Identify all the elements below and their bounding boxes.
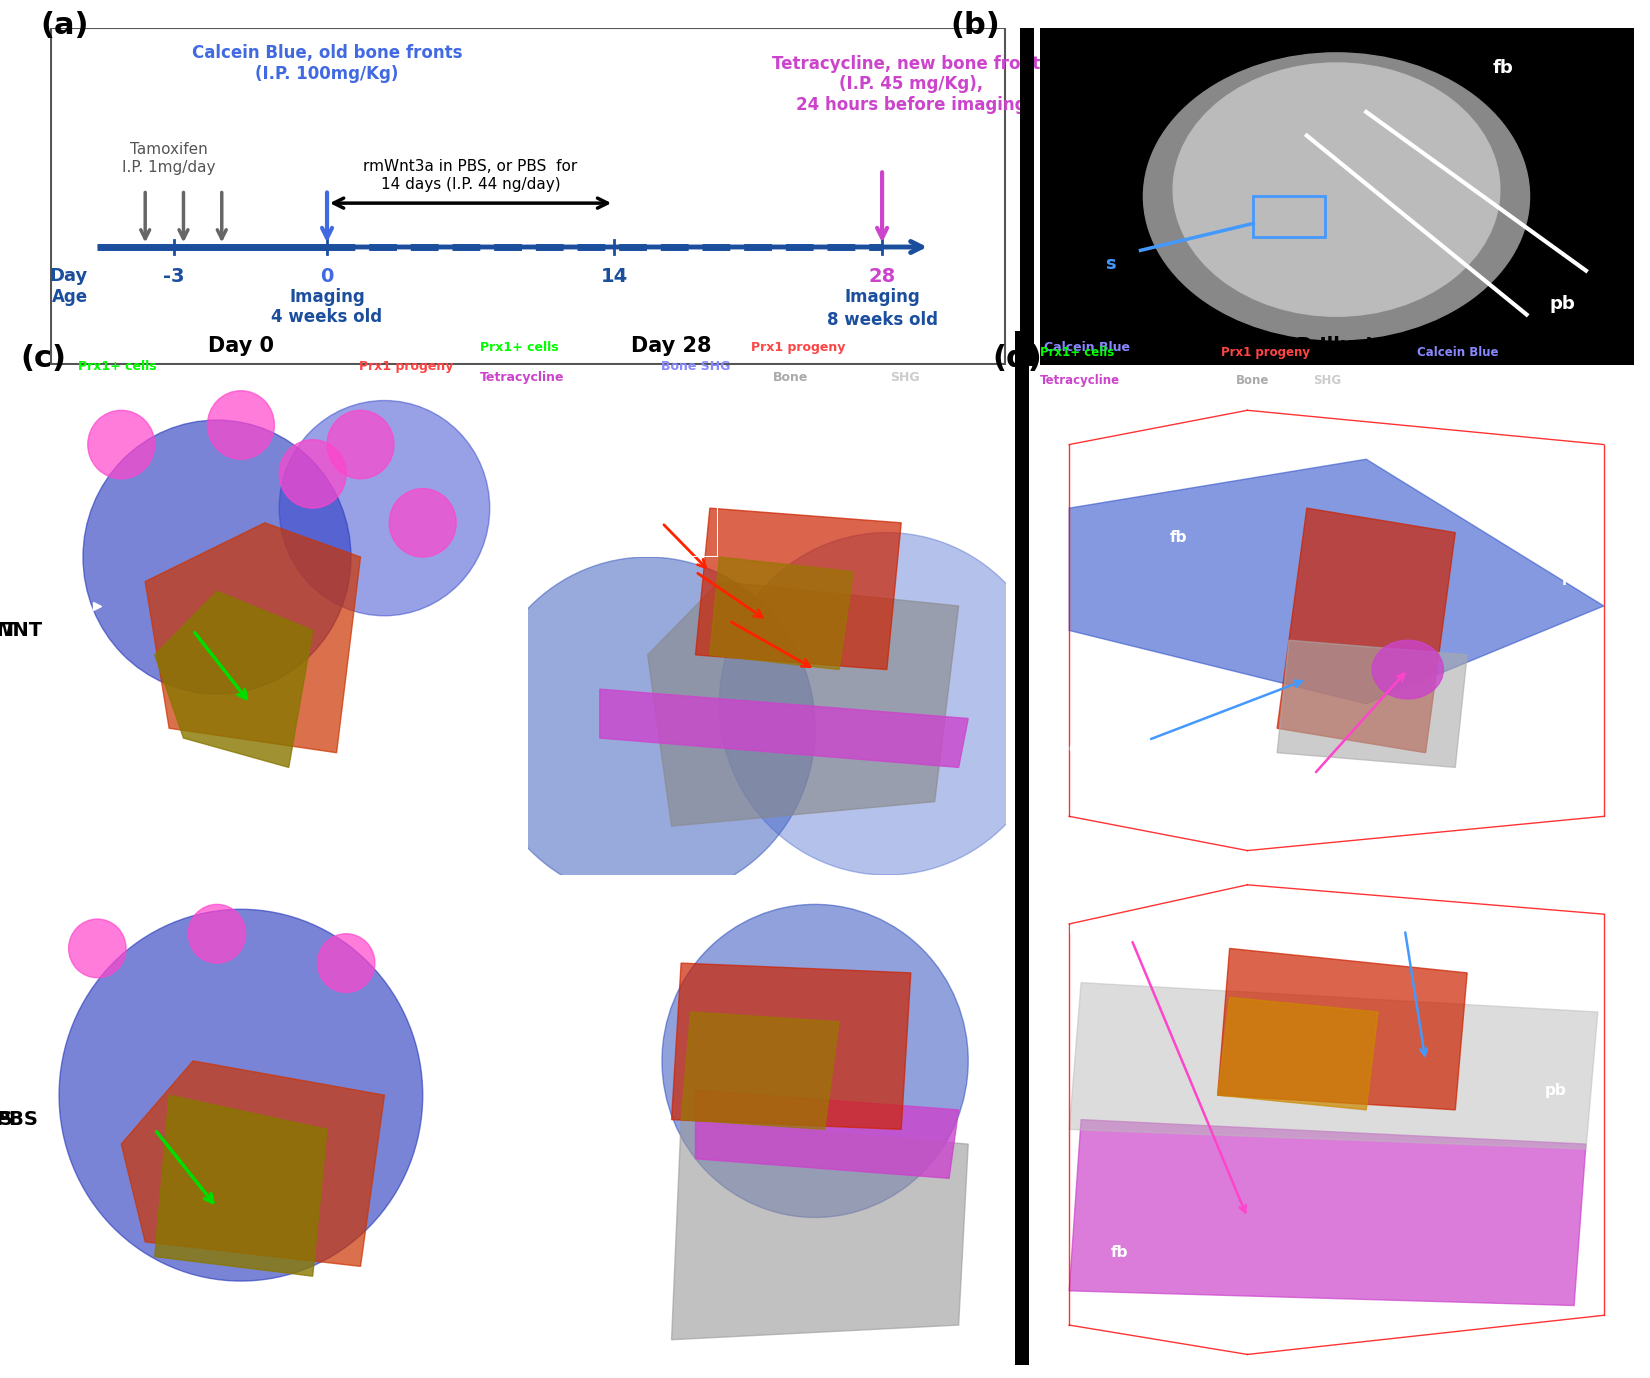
Polygon shape: [695, 508, 901, 670]
Text: fb: fb: [78, 462, 96, 477]
Circle shape: [279, 401, 490, 616]
Text: Day 28: Day 28: [632, 336, 711, 357]
Polygon shape: [672, 963, 911, 1130]
Text: PBS: PBS: [0, 1111, 38, 1129]
Text: Day 0: Day 0: [208, 336, 274, 357]
Polygon shape: [1277, 508, 1455, 752]
Text: fb: fb: [1493, 59, 1513, 77]
Circle shape: [317, 934, 375, 992]
Text: s: s: [1106, 255, 1115, 273]
Ellipse shape: [1173, 63, 1500, 316]
Text: fb: fb: [1110, 1244, 1129, 1259]
Circle shape: [480, 557, 815, 900]
Text: Day: Day: [50, 267, 87, 285]
Text: PBS: PBS: [0, 1111, 13, 1129]
Text: (b): (b): [950, 11, 1000, 40]
Text: 0: 0: [320, 267, 333, 287]
Polygon shape: [155, 1096, 327, 1276]
Text: New Bone fronts: New Bone fronts: [1069, 923, 1246, 1213]
Text: (c): (c): [21, 343, 66, 373]
Polygon shape: [1069, 983, 1597, 1149]
FancyBboxPatch shape: [51, 28, 1005, 365]
Text: 28: 28: [868, 267, 896, 287]
Text: D28 3D Illustration: D28 3D Illustration: [1233, 336, 1440, 356]
Circle shape: [82, 420, 351, 695]
Text: Old Bone fronts: Old Bone fronts: [1348, 914, 1459, 1056]
Text: Calcein Blue, old bone fronts
(I.P. 100mg/Kg): Calcein Blue, old bone fronts (I.P. 100m…: [191, 44, 462, 83]
Bar: [1254, 196, 1325, 237]
Polygon shape: [647, 582, 959, 825]
Circle shape: [87, 411, 155, 478]
Text: Prx1 progeny: Prx1 progeny: [751, 340, 845, 354]
Text: pb: pb: [1563, 569, 1584, 584]
Polygon shape: [599, 689, 969, 768]
Text: Bone SHG: Bone SHG: [662, 360, 731, 373]
Circle shape: [69, 919, 125, 978]
Circle shape: [279, 440, 346, 508]
Polygon shape: [1218, 948, 1467, 1109]
Circle shape: [389, 489, 455, 557]
Text: 8 weeks old: 8 weeks old: [827, 311, 937, 329]
Text: 14: 14: [601, 267, 627, 287]
Text: WNT: WNT: [0, 621, 41, 639]
Text: Tetracycline, new bone fronts
(I.P. 45 mg/Kg),
24 hours before imaging: Tetracycline, new bone fronts (I.P. 45 m…: [772, 55, 1049, 114]
Polygon shape: [155, 591, 312, 768]
Text: 25 μ: 25 μ: [544, 313, 569, 322]
Text: Prx1+ cells: Prx1+ cells: [480, 340, 559, 354]
Circle shape: [59, 909, 422, 1282]
Text: (d): (d): [992, 343, 1041, 373]
Text: Age: Age: [51, 288, 87, 306]
Text: Tamoxifen
I.P. 1mg/day: Tamoxifen I.P. 1mg/day: [122, 142, 216, 175]
Text: SHG: SHG: [889, 371, 919, 384]
Text: (a): (a): [40, 11, 89, 40]
Text: Tetracycline: Tetracycline: [480, 371, 564, 384]
Text: SHG: SHG: [1313, 373, 1341, 387]
Circle shape: [662, 904, 969, 1218]
Text: Prx1+ cells: Prx1+ cells: [1040, 346, 1114, 360]
Polygon shape: [1218, 998, 1378, 1109]
Ellipse shape: [1143, 52, 1530, 340]
Text: Calcein Blue: Calcein Blue: [1417, 346, 1498, 360]
Polygon shape: [681, 1011, 838, 1130]
Text: Prx1 progeny: Prx1 progeny: [1221, 346, 1310, 360]
Polygon shape: [710, 557, 853, 670]
Text: Imaging
4 weeks old: Imaging 4 weeks old: [272, 288, 383, 327]
Circle shape: [188, 904, 246, 963]
Polygon shape: [120, 1061, 384, 1266]
Circle shape: [719, 532, 1054, 875]
Text: pb: pb: [337, 790, 358, 805]
Text: fb: fb: [1170, 531, 1188, 546]
Text: 50 μ: 50 μ: [69, 821, 99, 836]
Text: pb: pb: [1549, 295, 1576, 313]
Polygon shape: [695, 1090, 959, 1178]
Text: Prx1 progeny: Prx1 progeny: [358, 360, 454, 373]
Text: rmWnt3a in PBS, or PBS  for
14 days (I.P. 44 ng/day): rmWnt3a in PBS, or PBS for 14 days (I.P.…: [363, 160, 578, 192]
Circle shape: [208, 391, 274, 459]
Circle shape: [1373, 641, 1444, 699]
Text: pb: pb: [1544, 1083, 1566, 1098]
Text: Bone: Bone: [772, 371, 808, 384]
Polygon shape: [672, 1119, 969, 1339]
Text: Imaging: Imaging: [845, 288, 921, 306]
Text: Tetracycline: Tetracycline: [1040, 373, 1120, 387]
Circle shape: [327, 411, 394, 478]
Polygon shape: [145, 522, 360, 752]
Polygon shape: [1069, 1119, 1586, 1305]
Polygon shape: [1069, 459, 1604, 704]
Text: Calcein Blue: Calcein Blue: [1044, 340, 1130, 354]
Text: Old Bone fronts: Old Bone fronts: [1069, 681, 1302, 755]
Text: Bone: Bone: [1236, 373, 1269, 387]
Text: WNT: WNT: [0, 621, 18, 639]
Text: New Bone fronts: New Bone fronts: [1247, 674, 1404, 790]
Polygon shape: [1277, 641, 1467, 768]
Text: -3: -3: [163, 267, 185, 287]
Text: Prx1+ cells: Prx1+ cells: [78, 360, 157, 373]
